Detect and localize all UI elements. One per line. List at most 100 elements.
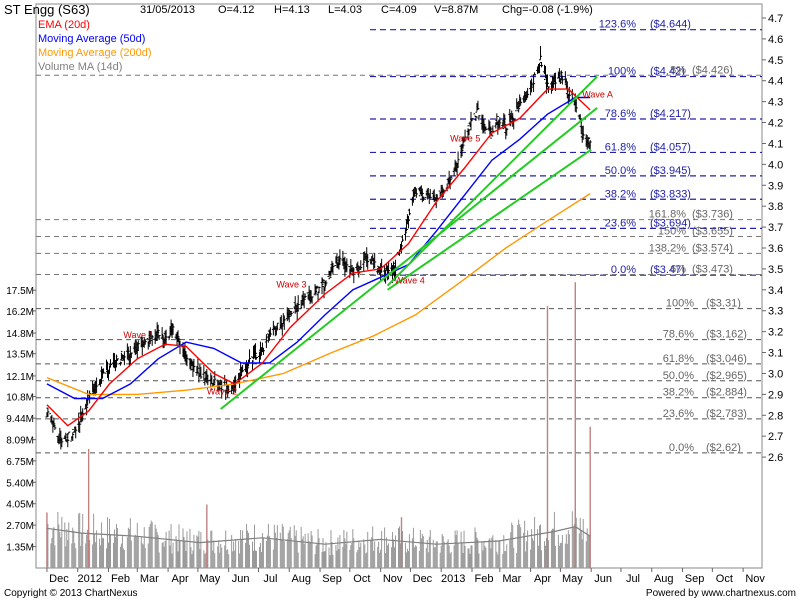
x-tick-label: Oct xyxy=(716,573,733,585)
fib-upper-label: 38.2% xyxy=(605,188,636,200)
fib-upper-label: 61.8% xyxy=(605,141,636,153)
volume-tick-label: 10.8M xyxy=(6,393,34,404)
legend-volume-ma: Volume MA (14d) xyxy=(38,61,122,73)
price-tick-label: 2.7 xyxy=(768,431,783,443)
price-tick-label: 4.5 xyxy=(768,55,783,67)
fib-middle-value: ($4.426) xyxy=(692,64,733,76)
x-tick-label: Mar xyxy=(140,573,159,585)
header-low: L=4.03 xyxy=(328,4,362,16)
price-tick-label: 3.2 xyxy=(768,327,783,339)
price-tick-label: 3.7 xyxy=(768,222,783,234)
x-tick-label: 2012 xyxy=(77,573,101,585)
header-date: 31/05/2013 xyxy=(140,4,195,16)
header-high: H=4.13 xyxy=(274,4,310,16)
price-tick-label: 3.0 xyxy=(768,368,783,380)
fib-upper-value: ($3.945) xyxy=(650,165,691,177)
fib-upper-label: 100% xyxy=(608,66,636,78)
price-tick-label: 3.5 xyxy=(768,264,783,276)
chart-title: ST Engg (S63) xyxy=(4,2,90,17)
volume-tick-label: 5.40M xyxy=(6,478,34,489)
fib-upper-label: 123.6% xyxy=(599,19,637,31)
volume-tick-label: 12.1M xyxy=(6,372,34,383)
indicator-lines xyxy=(46,88,591,427)
fib-upper-value: ($3.694) xyxy=(650,217,691,229)
fib-lower-value: ($2.965) xyxy=(706,370,747,382)
fib-upper-label: 78.6% xyxy=(605,108,636,120)
ma50-line xyxy=(46,96,591,400)
footer-powered: Powered by www.chartnexus.com xyxy=(646,588,796,599)
fib-upper-label: 50.0% xyxy=(605,165,636,177)
volume-tick-label: 17.5M xyxy=(6,286,34,297)
volume-tick-label: 8.09M xyxy=(6,436,34,447)
fib-upper-label: 23.6% xyxy=(605,217,636,229)
fib-upper-value: ($3.833) xyxy=(650,188,691,200)
volume-tick-label: 13.5M xyxy=(6,350,34,361)
volume-panel xyxy=(46,282,591,568)
fib-upper-value: ($4.057) xyxy=(650,141,691,153)
x-tick-label: Nov xyxy=(745,573,765,585)
price-tick-label: 3.4 xyxy=(768,285,783,297)
fib-lower-label: 78.6% xyxy=(663,329,694,341)
fib-lower-label: 50.0% xyxy=(663,370,694,382)
fib-middle-label: 161.8% xyxy=(649,209,687,221)
fib-middle-label: 6% xyxy=(670,264,686,276)
price-tick-label: 4.3 xyxy=(768,97,783,109)
fib-lower-label: 0.0% xyxy=(669,442,694,454)
wave-label: Wave A xyxy=(582,89,613,99)
fib-middle-label: 150% xyxy=(658,226,686,238)
wave-label: Wave 4 xyxy=(395,276,425,286)
trendline xyxy=(220,107,598,410)
header-volume: V=8.87M xyxy=(434,4,478,16)
fib-middle-value: ($3.655) xyxy=(692,226,733,238)
wave-label: Wave 2 xyxy=(207,386,237,396)
price-tick-label: 2.9 xyxy=(768,389,783,401)
fib-lower-label: 23.6% xyxy=(663,408,694,420)
legend-ma50: Moving Average (50d) xyxy=(38,33,145,45)
fib-upper-value: ($3.47) xyxy=(650,264,685,276)
axes: 2.6 2.7 2.8 2.9 3.0 3.1 3.2 3.3 3.4 3.5 3.6 3.7 3.8 3… xyxy=(6,13,783,585)
footer-copyright: Copyright © 2013 ChartNexus xyxy=(4,588,138,599)
x-tick-label: Dec xyxy=(413,573,433,585)
volume-tick-label: 2.70M xyxy=(6,521,34,532)
x-tick-label: Jun xyxy=(594,573,612,585)
price-tick-label: 4.2 xyxy=(768,118,783,130)
fib-lower-value: ($2.783) xyxy=(706,408,747,420)
volume-ma-line xyxy=(46,526,591,545)
price-tick-label: 4.0 xyxy=(768,159,783,171)
fib-middle-value: ($3.736) xyxy=(692,209,733,221)
x-tick-label: Sep xyxy=(322,573,342,585)
volume-tick-label: 6.75M xyxy=(6,457,34,468)
fib-middle-label: 138.2% xyxy=(649,242,687,254)
fib-middle-label: 8% xyxy=(670,64,686,76)
x-tick-label: Jul xyxy=(626,573,640,585)
x-tick-label: Sep xyxy=(685,573,705,585)
price-tick-label: 4.4 xyxy=(768,76,783,88)
trendline xyxy=(387,148,592,291)
x-tick-label: 2013 xyxy=(441,573,465,585)
fib-middle-value: ($3.574) xyxy=(692,242,733,254)
fib-lower-value: ($2.884) xyxy=(706,387,747,399)
wave-label: Wave 3 xyxy=(276,280,306,290)
fib-upper-value: ($4.644) xyxy=(650,19,691,31)
fib-lower-label: 61.8% xyxy=(663,353,694,365)
header-open: O=4.12 xyxy=(218,4,254,16)
x-tick-label: Jun xyxy=(232,573,250,585)
legend-ma200: Moving Average (200d) xyxy=(38,47,152,59)
x-tick-label: Dec xyxy=(49,573,69,585)
legend-ema20: EMA (20d) xyxy=(38,19,90,31)
trendlines xyxy=(220,75,598,410)
price-tick-label: 3.8 xyxy=(768,201,783,213)
ma200-line xyxy=(46,193,591,396)
x-tick-label: Oct xyxy=(353,573,370,585)
x-tick-label: Feb xyxy=(111,573,130,585)
fib-lower-label: 100% xyxy=(666,298,694,310)
fib-middle-value: ($3.473) xyxy=(692,264,733,276)
header-close: C=4.09 xyxy=(381,4,417,16)
price-tick-label: 4.7 xyxy=(768,13,783,25)
fib-lower-value: ($3.046) xyxy=(706,353,747,365)
volume-tick-label: 9.44M xyxy=(6,414,34,425)
price-tick-label: 3.1 xyxy=(768,348,783,360)
volume-tick-label: 16.2M xyxy=(6,307,34,318)
fib-upper-value: ($4.42) xyxy=(650,66,685,78)
